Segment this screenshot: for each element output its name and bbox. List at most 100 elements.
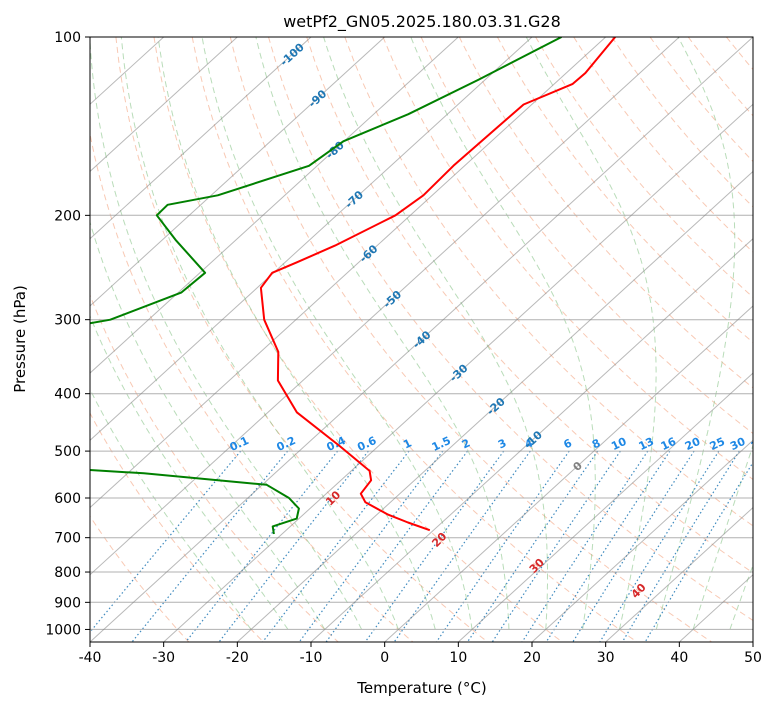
isotherm-line bbox=[384, 305, 753, 642]
x-tick-label: -10 bbox=[300, 650, 323, 666]
mixing-ratio-label: 6 bbox=[562, 436, 575, 451]
isotherm-line bbox=[90, 37, 386, 307]
mixing-ratio-label: 13 bbox=[637, 435, 656, 453]
mixing-ratio-label: 25 bbox=[708, 435, 727, 453]
mixing-ratio-line bbox=[621, 450, 740, 642]
dry-adiabat-line bbox=[153, 37, 563, 642]
dry-adiabat-line bbox=[458, 37, 753, 389]
dry-adiabat-line bbox=[687, 37, 753, 117]
isotherm-line bbox=[90, 37, 533, 442]
isotherm-line bbox=[310, 237, 753, 642]
x-tick-label: 20 bbox=[523, 650, 541, 666]
background-line-labels: 0.1 0.2 0.4 0.6 1 1.5 2 3 4 6 8 10 13 16 20 25 30 36-100-… bbox=[228, 40, 753, 601]
chart-title: wetPf2_GN05.2025.180.03.31.G28 bbox=[283, 12, 561, 32]
y-tick-label: 600 bbox=[54, 491, 81, 507]
dry-adiabat-line bbox=[765, 37, 775, 642]
y-tick-label: 1000 bbox=[45, 622, 81, 638]
plot-background-lines bbox=[90, 37, 775, 642]
mixing-ratio-label: 20 bbox=[683, 435, 703, 453]
moist-adiabat-line bbox=[255, 37, 510, 630]
mixing-ratio-label: 16 bbox=[659, 435, 679, 453]
dry-adiabat-line bbox=[191, 37, 638, 642]
mixing-ratio-line bbox=[491, 450, 621, 642]
isotherm-line bbox=[605, 506, 753, 642]
mixing-ratio-line bbox=[521, 450, 649, 642]
moist-adiabat-line bbox=[692, 443, 753, 630]
isotherm-line bbox=[531, 439, 753, 642]
y-axis-title: Pressure (hPa) bbox=[11, 285, 29, 393]
y-tick-label: 200 bbox=[54, 208, 81, 224]
dewpoint-profile-line bbox=[90, 37, 562, 535]
x-tick-label: -30 bbox=[152, 650, 175, 666]
mixing-ratio-line bbox=[466, 450, 599, 642]
dry-adiabat-line bbox=[611, 37, 753, 208]
mixing-ratio-label: 10 bbox=[609, 435, 629, 453]
plot-frame bbox=[89, 36, 754, 643]
dry-adiabat-label: 30 bbox=[527, 556, 547, 576]
moist-adiabat-line bbox=[655, 37, 736, 630]
dry-adiabat-line bbox=[726, 37, 753, 71]
isotherm-line bbox=[90, 37, 753, 642]
isotherm-line bbox=[236, 170, 753, 642]
isotherm-line bbox=[457, 372, 753, 642]
y-tick-label: 400 bbox=[54, 387, 81, 403]
mixing-ratio-line bbox=[572, 450, 695, 642]
mixing-ratio-line bbox=[325, 450, 468, 642]
moist-adiabat-line bbox=[201, 37, 473, 630]
isotherm-line bbox=[90, 37, 312, 240]
temperature-profile-line bbox=[259, 37, 616, 532]
dry-adiabat-line bbox=[420, 37, 753, 435]
moist-adiabat-line bbox=[120, 37, 399, 630]
dry-adiabat-line bbox=[90, 131, 414, 642]
isotherm-line bbox=[163, 103, 753, 642]
y-tick-label: 300 bbox=[54, 313, 81, 329]
isotherm-line bbox=[90, 37, 607, 509]
mixing-ratio-line bbox=[218, 450, 369, 642]
mixing-ratio-line bbox=[298, 450, 444, 642]
isotherm-line bbox=[90, 37, 680, 576]
y-tick-label: 500 bbox=[54, 444, 81, 460]
y-tick-label: 700 bbox=[54, 531, 81, 547]
moist-adiabat-line bbox=[157, 37, 436, 630]
x-tick-label: 40 bbox=[670, 650, 688, 666]
moist-adiabat-line bbox=[90, 388, 252, 630]
isotherm-line bbox=[752, 641, 753, 642]
moist-adiabat-line bbox=[90, 314, 289, 630]
x-tick-label: 50 bbox=[744, 650, 762, 666]
dry-adiabat-line bbox=[649, 37, 753, 163]
mixing-ratio-label: 2 bbox=[460, 436, 472, 451]
dry-adiabat-line bbox=[344, 37, 753, 527]
mixing-ratio-line bbox=[545, 450, 671, 642]
mixing-ratio-label: 8 bbox=[590, 436, 602, 451]
isotherm-line bbox=[90, 37, 459, 374]
mixing-ratio-line bbox=[393, 450, 531, 642]
dry-adiabat-label: 40 bbox=[629, 581, 649, 601]
dry-adiabat-line bbox=[229, 37, 712, 642]
mixing-ratio-line bbox=[435, 450, 570, 642]
x-tick-label: -40 bbox=[79, 650, 102, 666]
dry-adiabat-line bbox=[496, 37, 753, 344]
moist-adiabat-line bbox=[525, 37, 657, 630]
y-tick-label: 900 bbox=[54, 595, 81, 611]
dry-adiabat-line bbox=[573, 37, 753, 253]
y-tick-label: 800 bbox=[54, 565, 81, 581]
y-tick-label: 100 bbox=[54, 30, 81, 46]
profile-series bbox=[90, 37, 616, 535]
moist-adiabat-line bbox=[90, 37, 363, 630]
mixing-ratio-line bbox=[90, 450, 242, 633]
moist-adiabat-line bbox=[323, 37, 548, 630]
x-axis-title: Temperature (°C) bbox=[356, 679, 486, 697]
dry-adiabat-label: 10 bbox=[323, 488, 343, 508]
dry-adiabat-line bbox=[90, 412, 264, 642]
dry-adiabat-line bbox=[90, 293, 339, 642]
dry-adiabat-line bbox=[115, 37, 488, 642]
mixing-ratio-line bbox=[262, 450, 410, 642]
dry-adiabat-line bbox=[268, 37, 753, 622]
mixing-ratio-line bbox=[185, 450, 339, 642]
isotherm-line bbox=[90, 37, 238, 173]
x-tick-label: 30 bbox=[597, 650, 615, 666]
x-tick-label: 10 bbox=[449, 650, 467, 666]
mixing-ratio-line bbox=[599, 450, 720, 642]
axis-ticks: -40 -30 -20 -10 0 10 20 30 40 50 100 200 300 400 500 60… bbox=[45, 30, 762, 666]
